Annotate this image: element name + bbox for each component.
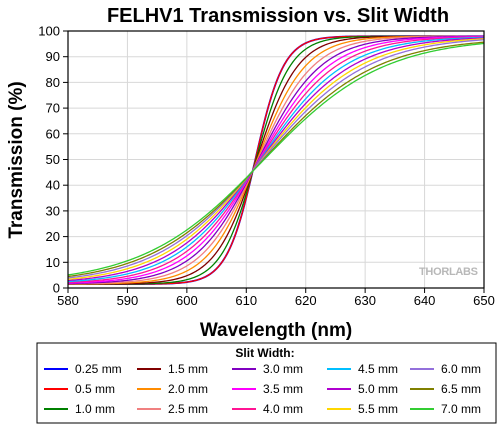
y-tick-label: 100 bbox=[38, 24, 60, 39]
legend-label: 6.0 mm bbox=[441, 362, 481, 376]
y-tick-label: 10 bbox=[46, 255, 60, 270]
x-tick-label: 610 bbox=[235, 293, 257, 308]
y-tick-label: 90 bbox=[46, 49, 60, 64]
y-tick-label: 80 bbox=[46, 75, 60, 90]
y-tick-label: 20 bbox=[46, 229, 60, 244]
series-line bbox=[67, 42, 485, 276]
series-line bbox=[67, 35, 485, 285]
x-tick-label: 620 bbox=[295, 293, 317, 308]
chart-title: FELHV1 Transmission vs. Slit Width bbox=[107, 5, 449, 27]
y-tick-label: 50 bbox=[46, 152, 60, 167]
series-line bbox=[67, 36, 485, 283]
series-line bbox=[67, 37, 485, 282]
series-line bbox=[67, 39, 485, 279]
axis-ticks: 580 590 600 610 620 630 640 650 0 10 20 30 40 50 60 70 8… bbox=[38, 24, 495, 309]
legend-label: 4.5 mm bbox=[358, 362, 398, 376]
x-axis-title: Wavelength (nm) bbox=[200, 320, 352, 341]
legend-title: Slit Width: bbox=[235, 346, 294, 360]
y-tick-label: 30 bbox=[46, 203, 60, 218]
grid bbox=[68, 31, 484, 288]
thorlabs-watermark: THORLABS bbox=[419, 266, 478, 278]
legend-label: 7.0 mm bbox=[441, 402, 481, 416]
x-tick-label: 580 bbox=[57, 293, 79, 308]
legend-label: 6.5 mm bbox=[441, 382, 481, 396]
legend-label: 1.0 mm bbox=[75, 402, 115, 416]
y-tick-label: 70 bbox=[46, 101, 60, 116]
legend-label: 5.0 mm bbox=[358, 382, 398, 396]
series-line bbox=[67, 35, 484, 285]
series-line bbox=[67, 41, 485, 278]
series-line bbox=[67, 38, 485, 280]
series-line bbox=[67, 36, 485, 284]
legend-label: 2.5 mm bbox=[168, 402, 208, 416]
x-tick-label: 630 bbox=[354, 293, 376, 308]
y-tick-label: 0 bbox=[53, 281, 60, 296]
series-line bbox=[68, 35, 484, 286]
legend-label: 3.5 mm bbox=[263, 382, 303, 396]
series-lines bbox=[67, 35, 485, 286]
series-line bbox=[68, 35, 484, 285]
y-axis-title: Transmission (%) bbox=[6, 81, 27, 238]
series-line bbox=[67, 35, 484, 285]
y-tick-label: 40 bbox=[46, 178, 60, 193]
legend-label: 3.0 mm bbox=[263, 362, 303, 376]
legend-label: 5.5 mm bbox=[358, 402, 398, 416]
x-tick-label: 640 bbox=[414, 293, 436, 308]
y-tick-label: 60 bbox=[46, 126, 60, 141]
x-tick-label: 600 bbox=[176, 293, 198, 308]
x-tick-label: 650 bbox=[473, 293, 495, 308]
series-line bbox=[67, 35, 485, 285]
legend: Slit Width: 0.25 mm 0.5 mm 1.0 mm 1.5 mm 2.0… bbox=[36, 342, 497, 424]
x-tick-label: 590 bbox=[117, 293, 139, 308]
legend-label: 4.0 mm bbox=[263, 402, 303, 416]
legend-label: 0.5 mm bbox=[75, 382, 115, 396]
legend-label: 2.0 mm bbox=[168, 382, 208, 396]
series-line bbox=[68, 35, 484, 285]
legend-items: 0.25 mm 0.5 mm 1.0 mm 1.5 mm 2.0 mm 2.5 mm 3.0… bbox=[44, 362, 481, 416]
legend-label: 1.5 mm bbox=[168, 362, 208, 376]
legend-label: 0.25 mm bbox=[75, 362, 122, 376]
series-line bbox=[67, 35, 485, 284]
